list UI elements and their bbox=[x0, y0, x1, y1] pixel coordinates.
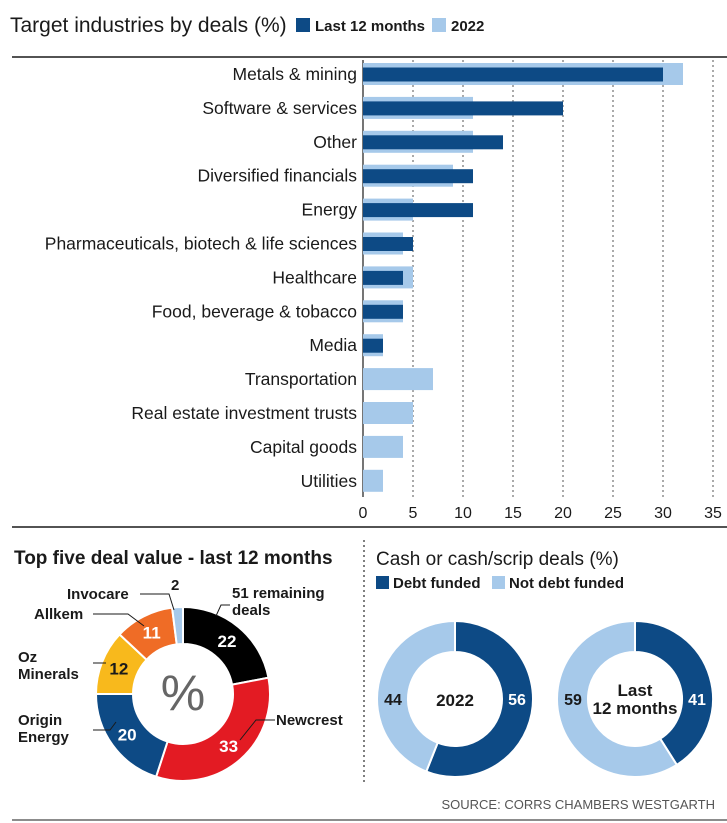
donut-2022-center-label: 2022 bbox=[436, 691, 474, 710]
donut-slice bbox=[376, 619, 456, 773]
donut-slice bbox=[154, 676, 271, 782]
callout-label-newcrest: Newcrest bbox=[276, 712, 343, 729]
bar-2022 bbox=[363, 469, 383, 492]
bar-2022 bbox=[363, 435, 403, 458]
bar-chart-marks bbox=[363, 63, 683, 492]
legend-swatch-debt-funded bbox=[376, 576, 389, 589]
donut-slice-value-label: 33 bbox=[219, 737, 238, 756]
donut-slice bbox=[424, 619, 534, 778]
deal-value-callouts bbox=[93, 593, 275, 741]
legend-label-not-debt-funded: Not debt funded bbox=[509, 575, 624, 592]
bar-2022 bbox=[363, 368, 433, 391]
category-label: Utilities bbox=[301, 471, 358, 491]
deal-value-donut: 22 33 20 12 11 bbox=[94, 605, 271, 782]
bar-last-12-months bbox=[363, 203, 473, 218]
callout-label-oz: Oz Minerals bbox=[18, 649, 79, 683]
cash-deals-donut-2022: 56 44 bbox=[376, 619, 534, 778]
x-tick-label: 5 bbox=[409, 505, 418, 522]
callout-line-allkem bbox=[93, 613, 145, 627]
legend-swatch-not-debt-funded bbox=[492, 576, 505, 589]
x-tick-label: 25 bbox=[604, 505, 622, 522]
category-label: Healthcare bbox=[272, 267, 357, 287]
category-label: Pharmaceuticals, biotech & life sciences bbox=[45, 234, 357, 254]
donut-slice bbox=[634, 619, 714, 767]
callout-label-remaining: 51 remaining deals bbox=[232, 585, 325, 619]
cash-deals-donut-last-12-months: 41 59 bbox=[556, 619, 714, 778]
bar-last-12-months bbox=[363, 270, 403, 285]
callout-label-origin: Origin Energy bbox=[18, 712, 70, 746]
donut-slice-value-label: 12 bbox=[109, 660, 128, 679]
cash-deals-title: Cash or cash/scrip deals (%) bbox=[376, 549, 619, 570]
x-tick-label: 0 bbox=[359, 505, 368, 522]
x-tick-label: 10 bbox=[454, 505, 472, 522]
callout-label-allkem: Allkem bbox=[34, 606, 83, 623]
debt-funded-value: 56 bbox=[508, 692, 526, 709]
bar-last-12-months bbox=[363, 135, 503, 150]
callout-line-newcrest bbox=[239, 719, 275, 741]
bar-last-12-months bbox=[363, 237, 413, 251]
legend-label-debt-funded: Debt funded bbox=[393, 575, 481, 592]
donut-slice-value-label: 22 bbox=[218, 632, 237, 651]
bar-chart-tick-labels: 0 5 10 15 20 25 30 35 bbox=[359, 505, 722, 522]
legend-label-last-12-months: Last 12 months bbox=[315, 18, 425, 35]
not-debt-funded-value: 44 bbox=[384, 692, 402, 709]
legend-swatch-2022 bbox=[432, 18, 446, 32]
donut-slice-value-label: 11 bbox=[143, 624, 161, 643]
callout-label-invocare: Invocare bbox=[67, 586, 129, 603]
bar-chart-title: Target industries by deals (%) bbox=[10, 14, 287, 37]
x-tick-label: 20 bbox=[554, 505, 572, 522]
donut-last12-center-label: Last 12 months bbox=[592, 681, 677, 718]
bar-chart-gridlines bbox=[362, 60, 714, 497]
category-label: Real estate investment trusts bbox=[131, 403, 357, 423]
bar-last-12-months bbox=[363, 304, 403, 319]
legend-swatch-last-12-months bbox=[296, 18, 310, 32]
bar-last-12-months bbox=[363, 338, 383, 353]
category-label: Other bbox=[313, 132, 357, 152]
category-label: Capital goods bbox=[250, 437, 357, 457]
donut-slice bbox=[170, 605, 184, 646]
category-label: Metals & mining bbox=[233, 64, 358, 84]
category-label: Food, beverage & tobacco bbox=[152, 301, 357, 321]
x-tick-label: 15 bbox=[504, 505, 522, 522]
category-label: Media bbox=[309, 335, 357, 355]
donut-slice bbox=[556, 619, 679, 778]
callout-line-remaining bbox=[215, 604, 230, 617]
bar-last-12-months bbox=[363, 101, 563, 116]
bar-last-12-months bbox=[363, 169, 473, 184]
deal-value-center-label: % bbox=[161, 665, 205, 721]
bar-last-12-months bbox=[363, 67, 663, 82]
callout-value-invocare: 2 bbox=[171, 577, 179, 594]
legend-label-2022: 2022 bbox=[451, 18, 484, 35]
category-label: Energy bbox=[302, 200, 358, 220]
source-note: SOURCE: CORRS CHAMBERS WESTGARTH bbox=[441, 797, 715, 812]
bar-2022 bbox=[363, 402, 413, 424]
category-label: Diversified financials bbox=[197, 166, 357, 186]
x-tick-label: 30 bbox=[654, 505, 672, 522]
x-tick-label: 35 bbox=[704, 505, 722, 522]
callout-line-invocare bbox=[140, 593, 175, 611]
donut-slice-value-label: 20 bbox=[118, 726, 137, 745]
category-label: Transportation bbox=[245, 369, 357, 389]
bar-chart-category-labels: Metals & mining Software & services Other D… bbox=[45, 64, 357, 491]
not-debt-funded-value: 59 bbox=[564, 692, 582, 709]
debt-funded-value: 41 bbox=[688, 692, 706, 709]
callout-line-origin-energy bbox=[93, 721, 117, 731]
category-label: Software & services bbox=[202, 98, 357, 118]
deal-value-title: Top five deal value - last 12 months bbox=[14, 548, 333, 569]
